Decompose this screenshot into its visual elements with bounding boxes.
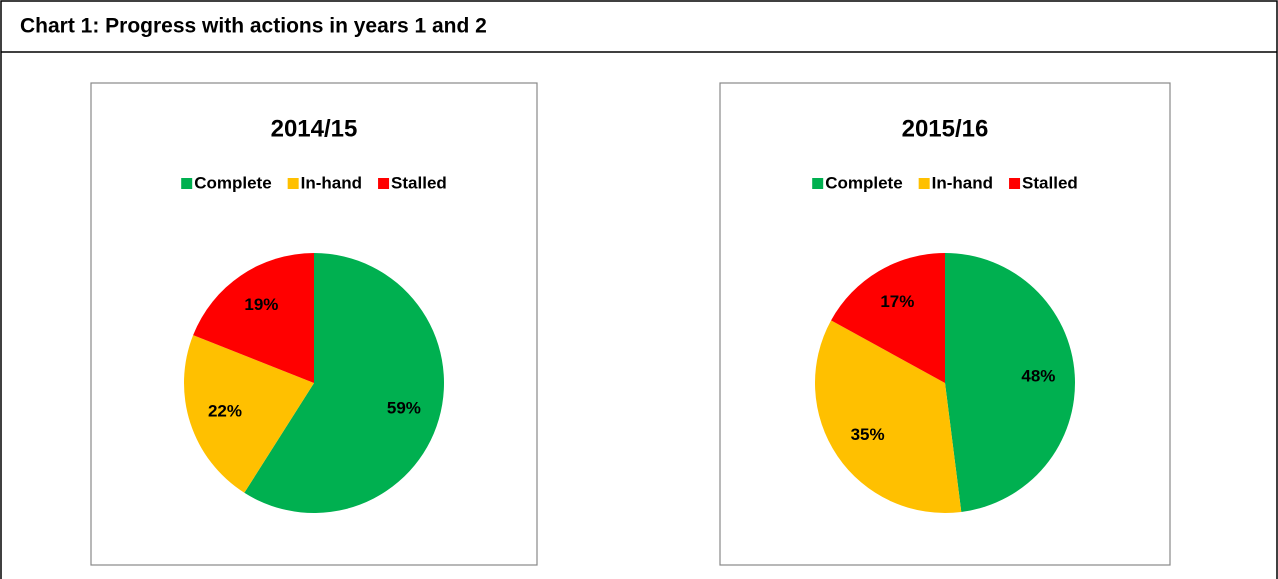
legend-label: Stalled (391, 173, 447, 192)
pie-slice (945, 253, 1076, 512)
legend-label: In-hand (932, 173, 993, 192)
legend-swatch (812, 178, 824, 189)
data-label: 19% (244, 295, 278, 314)
legend-label: In-hand (301, 173, 362, 192)
data-label: 59% (387, 399, 421, 418)
page-title: Chart 1: Progress with actions in years … (20, 15, 487, 38)
data-label: 48% (1021, 367, 1055, 386)
data-label: 35% (851, 425, 885, 444)
legend-swatch (1009, 178, 1021, 189)
legend-swatch (918, 178, 930, 189)
pie-slice (193, 253, 314, 383)
legend-label: Complete (825, 173, 902, 192)
chart-title: 2014/15 (271, 115, 358, 142)
pie-slice (815, 320, 962, 513)
data-label: 17% (880, 292, 914, 311)
pie-slice (831, 253, 945, 383)
data-label: 22% (208, 401, 242, 420)
pie-slice (244, 253, 444, 513)
legend-swatch (378, 178, 390, 189)
pie-slice (184, 335, 314, 493)
chart-title: 2015/16 (902, 115, 989, 142)
legend-swatch (181, 178, 193, 189)
legend-swatch (287, 178, 299, 189)
legend-label: Stalled (1022, 173, 1078, 192)
legend-label: Complete (194, 173, 271, 192)
